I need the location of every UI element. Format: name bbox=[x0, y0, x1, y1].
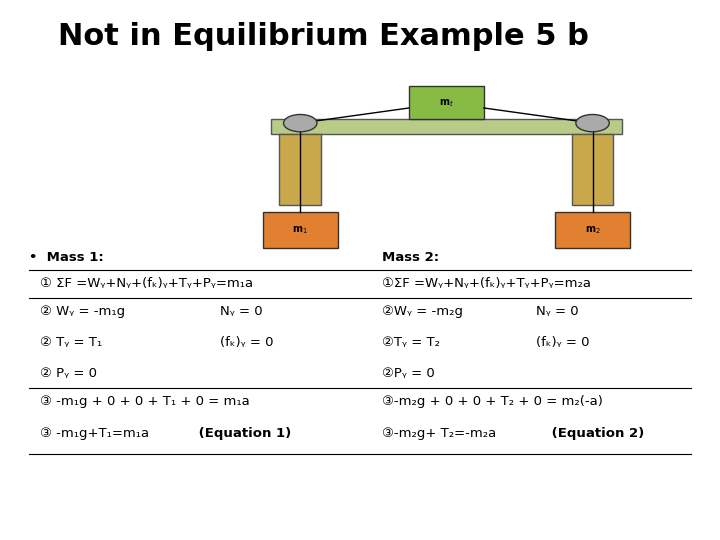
Text: ③ -m₁g + 0 + 0 + T₁ + 0 = m₁a: ③ -m₁g + 0 + 0 + T₁ + 0 = m₁a bbox=[40, 395, 249, 408]
Text: Nᵧ = 0: Nᵧ = 0 bbox=[220, 305, 262, 318]
Text: ③ -m₁g+T₁=m₁a: ③ -m₁g+T₁=m₁a bbox=[40, 427, 149, 440]
Polygon shape bbox=[409, 86, 484, 119]
Polygon shape bbox=[572, 134, 613, 205]
Text: (Equation 1): (Equation 1) bbox=[194, 427, 292, 440]
Text: ②Pᵧ = 0: ②Pᵧ = 0 bbox=[382, 367, 434, 380]
Polygon shape bbox=[271, 119, 622, 134]
Text: m$_1$: m$_1$ bbox=[292, 224, 308, 236]
Text: ①ΣF =Wᵧ+Nᵧ+(fₖ)ᵧ+Tᵧ+Pᵧ=m₂a: ①ΣF =Wᵧ+Nᵧ+(fₖ)ᵧ+Tᵧ+Pᵧ=m₂a bbox=[382, 277, 590, 290]
Polygon shape bbox=[263, 212, 338, 248]
Polygon shape bbox=[279, 134, 321, 205]
Circle shape bbox=[284, 114, 317, 132]
Text: •  Mass 1:: • Mass 1: bbox=[29, 251, 104, 264]
Text: (fₖ)ᵧ = 0: (fₖ)ᵧ = 0 bbox=[536, 336, 590, 349]
Text: Nᵧ = 0: Nᵧ = 0 bbox=[536, 305, 579, 318]
Text: Mass 2:: Mass 2: bbox=[382, 251, 438, 264]
Circle shape bbox=[576, 114, 609, 132]
Text: ① ΣF =Wᵧ+Nᵧ+(fₖ)ᵧ+Tᵧ+Pᵧ=m₁a: ① ΣF =Wᵧ+Nᵧ+(fₖ)ᵧ+Tᵧ+Pᵧ=m₁a bbox=[40, 277, 253, 290]
Text: Not in Equilibrium Example 5 b: Not in Equilibrium Example 5 b bbox=[58, 22, 588, 51]
Text: ③-m₂g+ T₂=-m₂a: ③-m₂g+ T₂=-m₂a bbox=[382, 427, 496, 440]
Polygon shape bbox=[555, 212, 630, 248]
Text: ③-m₂g + 0 + 0 + T₂ + 0 = m₂(-a): ③-m₂g + 0 + 0 + T₂ + 0 = m₂(-a) bbox=[382, 395, 603, 408]
Text: ②Tᵧ = T₂: ②Tᵧ = T₂ bbox=[382, 336, 440, 349]
Text: m$_t$: m$_t$ bbox=[438, 97, 454, 109]
Text: ②Wᵧ = -m₂g: ②Wᵧ = -m₂g bbox=[382, 305, 463, 318]
Text: (Equation 2): (Equation 2) bbox=[547, 427, 644, 440]
Text: ② Pᵧ = 0: ② Pᵧ = 0 bbox=[40, 367, 96, 380]
Text: (fₖ)ᵧ = 0: (fₖ)ᵧ = 0 bbox=[220, 336, 273, 349]
Text: ② Wᵧ = -m₁g: ② Wᵧ = -m₁g bbox=[40, 305, 125, 318]
Text: m$_2$: m$_2$ bbox=[585, 224, 600, 236]
Text: ② Tᵧ = T₁: ② Tᵧ = T₁ bbox=[40, 336, 102, 349]
